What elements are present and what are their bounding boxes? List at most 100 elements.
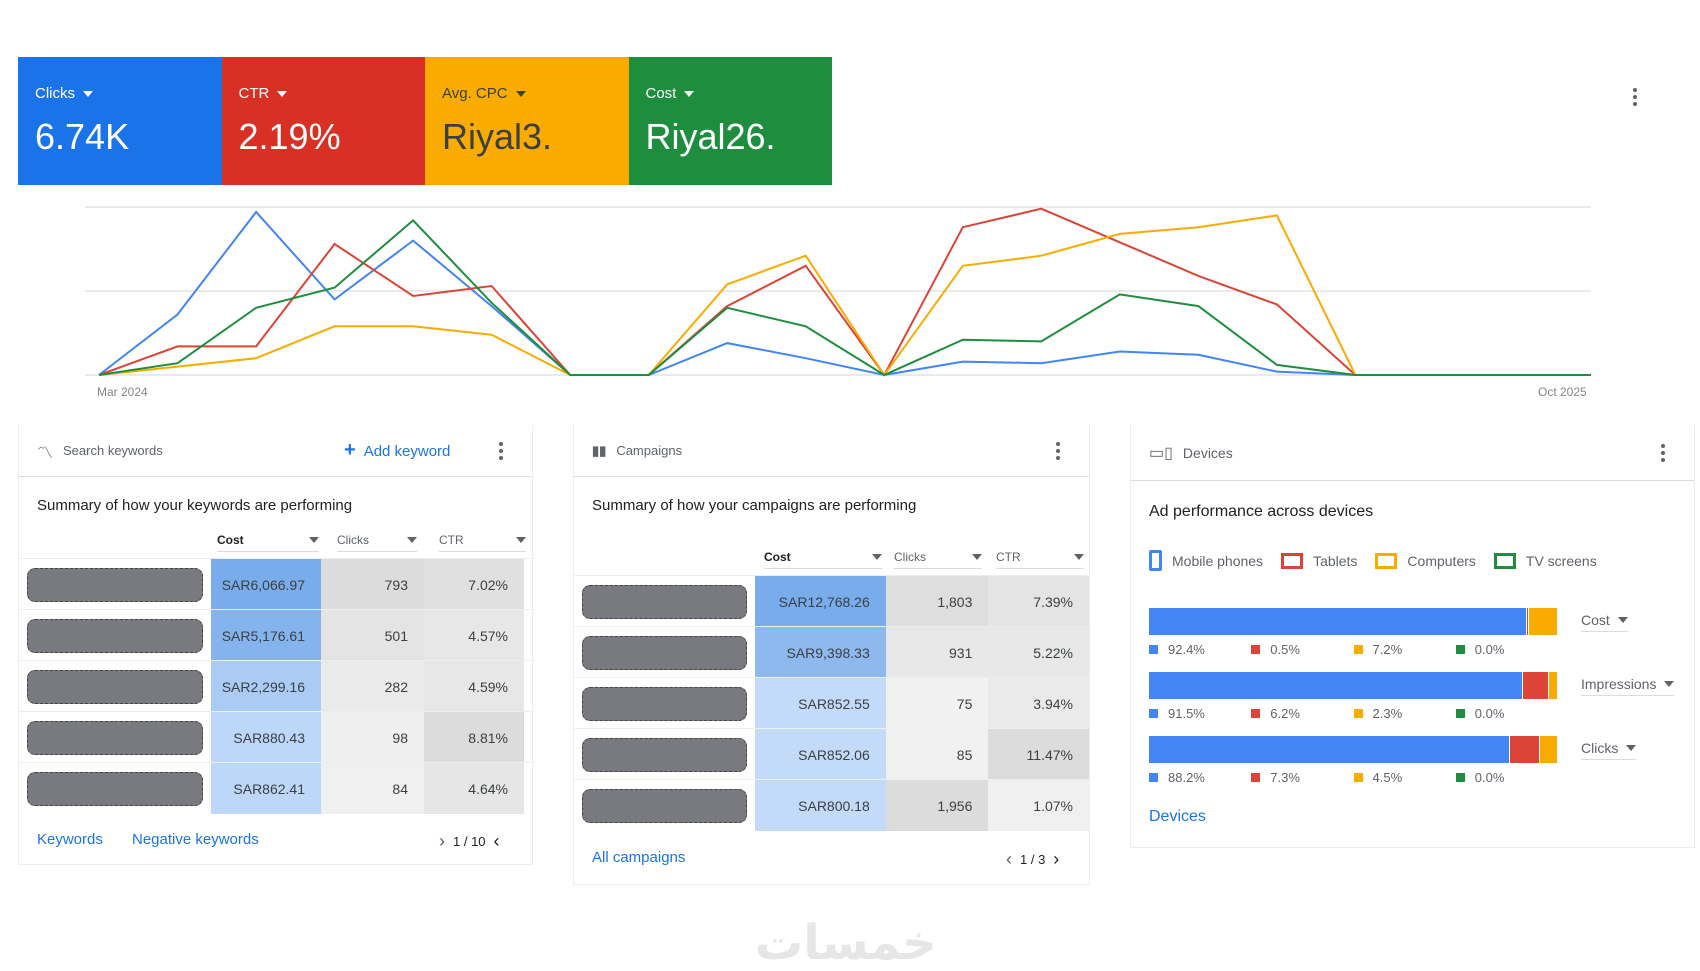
redacted-name (19, 712, 211, 763)
series-line-clicks (98, 210, 1591, 377)
table-row[interactable]: SAR6,066.97 793 7.02% (19, 558, 532, 610)
stacked-bar-impressions (1149, 672, 1558, 699)
series-line-cost (98, 219, 1591, 377)
devices-legend: Mobile phones Tablets Computers TV screens (1149, 550, 1597, 571)
cell-ctr: 3.94% (988, 678, 1089, 729)
plus-icon: + (344, 439, 356, 461)
redacted-name (574, 627, 755, 678)
value-label: 0.0% (1455, 706, 1558, 721)
mobile-phone-icon (1149, 550, 1162, 571)
cell-ctr: 1.07% (988, 780, 1089, 831)
devices-icon: ▭▯ (1149, 444, 1173, 462)
more-menu-icon[interactable] (491, 439, 511, 463)
col-ctr[interactable]: CTR (996, 549, 1084, 569)
cell-cost: SAR9,398.33 (755, 627, 886, 678)
redacted-name (574, 576, 755, 627)
table-row[interactable]: SAR852.55 75 3.94% (574, 677, 1089, 729)
table-row[interactable]: SAR9,398.33 931 5.22% (574, 626, 1089, 678)
bar-segment (1149, 608, 1527, 635)
table-row[interactable]: SAR862.41 84 4.64% (19, 762, 532, 814)
cell-clicks: 85 (885, 729, 989, 780)
series-line-avg-cpc (98, 214, 1591, 377)
keywords-link[interactable]: Keywords (37, 831, 103, 848)
redacted-name (574, 678, 755, 729)
value-label: 91.5% (1149, 706, 1251, 721)
col-ctr[interactable]: CTR (439, 532, 526, 552)
redacted-name (19, 661, 211, 712)
redacted-block (27, 618, 203, 653)
watermark-logo: خمسات (755, 915, 937, 971)
campaigns-panel: ▮▮ Campaigns Summary of how your campaig… (573, 425, 1090, 885)
metric-dropdown-cost[interactable]: Cost (1581, 612, 1628, 632)
panel-header: ▭▯ Devices (1131, 425, 1694, 481)
kpi-clicks[interactable]: Clicks 6.74K (18, 57, 222, 185)
legend-item: Computers (1375, 552, 1476, 569)
cell-ctr: 7.02% (424, 559, 524, 610)
cell-clicks: 931 (885, 627, 989, 678)
value-label: 0.0% (1455, 642, 1558, 657)
cell-cost: SAR852.06 (755, 729, 886, 780)
col-clicks[interactable]: Clicks (894, 549, 982, 569)
bar-segment (1548, 672, 1558, 699)
table-row[interactable]: SAR800.18 1,956 1.07% (574, 779, 1089, 831)
chart-more-menu-icon[interactable] (1625, 85, 1645, 109)
cell-clicks: 282 (321, 661, 424, 712)
redacted-block (582, 635, 748, 670)
more-menu-icon[interactable] (1048, 439, 1068, 463)
metric-dropdown-impressions[interactable]: Impressions (1581, 676, 1675, 696)
devices-panel: ▭▯ Devices Ad performance across devices… (1130, 425, 1695, 848)
value-label: 7.3% (1251, 770, 1353, 785)
kpi-avg-cpc[interactable]: Avg. CPC Riyal3. (425, 57, 629, 185)
redacted-block (27, 567, 203, 602)
chevron-left-icon[interactable]: ‹ (1006, 849, 1012, 869)
redacted-block (27, 720, 203, 755)
chevron-right-icon[interactable]: › (439, 831, 445, 851)
cell-ctr: 8.81% (424, 712, 524, 763)
kpi-cost[interactable]: Cost Riyal26. (628, 57, 832, 185)
bar-segment (1528, 608, 1558, 635)
redacted-name (19, 559, 211, 610)
cell-cost: SAR5,176.61 (211, 610, 321, 661)
panel-title: Campaigns (616, 443, 683, 458)
pagination: › 1 / 10 ‹ (439, 831, 500, 851)
tablet-icon (1281, 552, 1304, 569)
bar-value-labels: 88.2% 7.3% 4.5% 0.0% (1149, 770, 1558, 785)
cell-ctr: 4.59% (424, 661, 524, 712)
more-menu-icon[interactable] (1653, 441, 1673, 465)
table-row[interactable]: SAR2,299.16 282 4.59% (19, 660, 532, 712)
table-row[interactable]: SAR12,768.26 1,803 7.39% (574, 575, 1089, 627)
all-campaigns-link[interactable]: All campaigns (592, 849, 686, 866)
col-clicks[interactable]: Clicks (337, 532, 417, 552)
cell-ctr: 7.39% (988, 576, 1089, 627)
cell-ctr: 5.22% (988, 627, 1089, 678)
cell-clicks: 1,803 (885, 576, 989, 627)
bar-segment (1509, 736, 1540, 763)
bar-segment (1539, 736, 1558, 763)
col-cost[interactable]: Cost (764, 549, 882, 569)
stacked-bar-cost (1149, 608, 1558, 635)
chevron-left-icon[interactable]: ‹ (493, 831, 500, 851)
add-keyword-button[interactable]: + Add keyword (344, 439, 451, 461)
kpi-scorecards: Clicks 6.74K CTR 2.19% Avg. CPC Riyal3. Cos… (18, 57, 832, 185)
table-row[interactable]: SAR5,176.61 501 4.57% (19, 609, 532, 661)
bar-chart-icon: ▮▮ (592, 442, 607, 458)
bar-segment (1523, 672, 1549, 699)
redacted-block (582, 686, 748, 721)
value-label: 88.2% (1149, 770, 1251, 785)
kpi-ctr[interactable]: CTR 2.19% (221, 57, 425, 185)
chevron-right-icon[interactable]: › (1053, 849, 1060, 869)
cell-clicks: 98 (321, 712, 424, 763)
negative-keywords-link[interactable]: Negative keywords (132, 831, 259, 848)
cell-clicks: 75 (885, 678, 989, 729)
col-cost[interactable]: Cost (217, 532, 319, 552)
bar-segment (1526, 608, 1529, 635)
cell-ctr: 11.47% (988, 729, 1089, 780)
table-row[interactable]: SAR852.06 85 11.47% (574, 728, 1089, 780)
devices-link[interactable]: Devices (1149, 808, 1206, 825)
cell-ctr: 4.57% (424, 610, 524, 661)
value-label: 4.5% (1353, 770, 1456, 785)
table-row[interactable]: SAR880.43 98 8.81% (19, 711, 532, 763)
cell-clicks: 1,956 (885, 780, 989, 831)
panel-title: Devices (1182, 444, 1233, 461)
metric-dropdown-clicks[interactable]: Clicks (1581, 740, 1637, 760)
